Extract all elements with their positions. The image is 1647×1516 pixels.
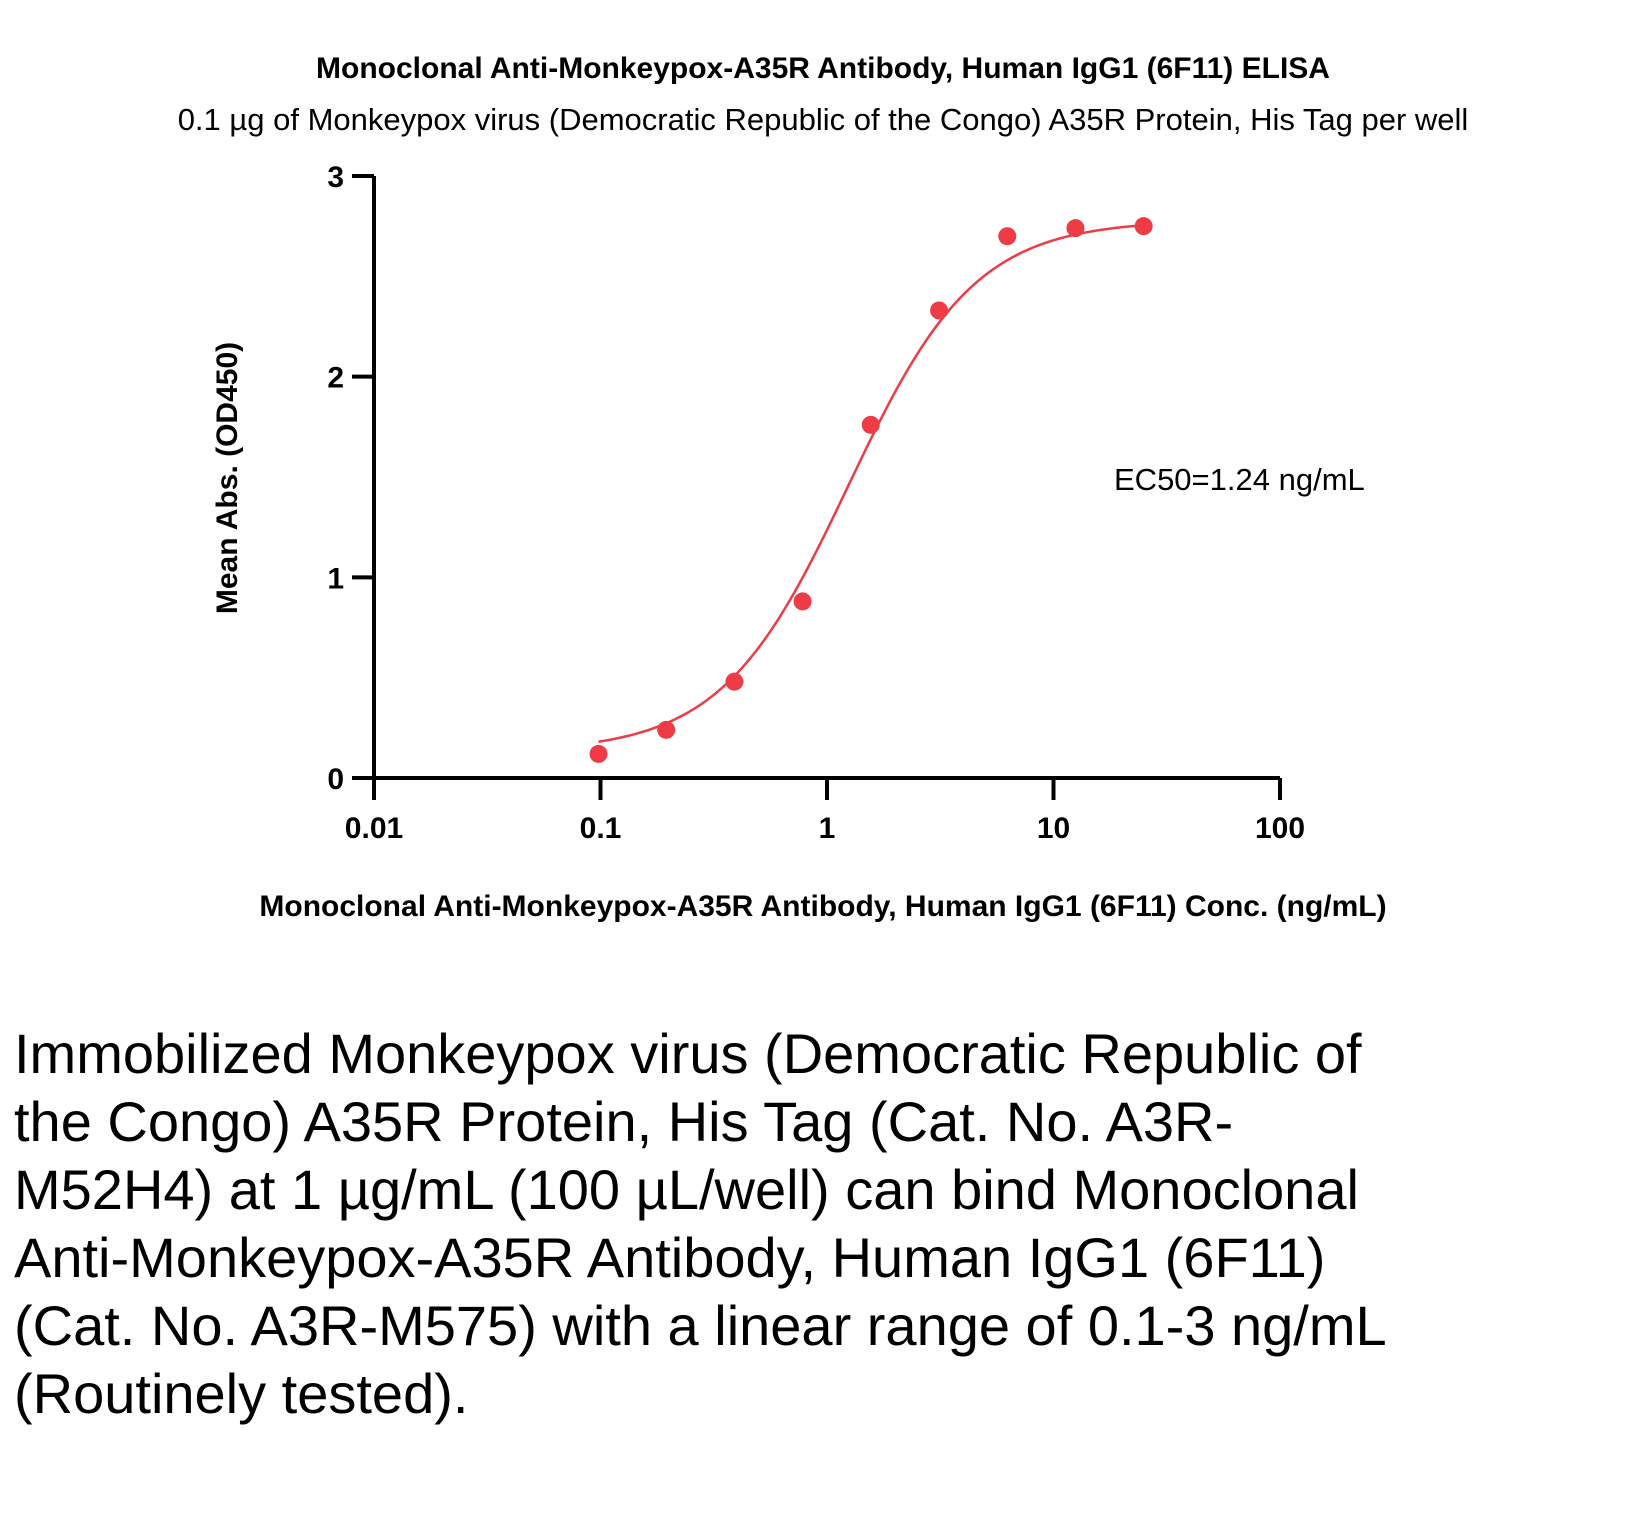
x-tick-label: 0.1	[580, 812, 622, 845]
y-axis-label: Mean Abs. (OD450)	[211, 342, 244, 614]
fit-curve	[598, 223, 1144, 743]
y-tick-label: 0	[327, 763, 344, 796]
chart-title: Monoclonal Anti-Monkeypox-A35R Antibody,…	[316, 52, 1330, 85]
x-tick-label: 10	[1037, 812, 1070, 845]
x-tick-label: 1	[819, 812, 836, 845]
data-point	[793, 592, 812, 611]
data-point	[1066, 219, 1085, 238]
fit-curve-layer	[598, 223, 1144, 743]
ec50-annotation: EC50=1.24 ng/mL	[1114, 462, 1365, 497]
chart-subtitle: 0.1 µg of Monkeypox virus (Democratic Re…	[178, 102, 1469, 137]
caption-text: Immobilized Monkeypox virus (Democratic …	[14, 1022, 1385, 1425]
data-point	[725, 672, 744, 691]
elisa-chart: Monoclonal Anti-Monkeypox-A35R Antibody,…	[178, 52, 1469, 923]
data-point	[1134, 217, 1153, 236]
data-point	[657, 720, 676, 739]
y-tick-label: 3	[327, 161, 344, 194]
x-axis-label: Monoclonal Anti-Monkeypox-A35R Antibody,…	[259, 890, 1386, 923]
tick-labels: 0 1 2 3 0.01 0.1 1 10 100	[327, 161, 1305, 845]
x-tick-label: 100	[1255, 812, 1305, 845]
data-point	[998, 227, 1017, 246]
data-point	[930, 301, 949, 320]
y-tick-label: 1	[327, 562, 344, 595]
y-tick-label: 2	[327, 362, 344, 395]
data-point	[861, 415, 880, 434]
x-tick-label: 0.01	[345, 812, 403, 845]
axes	[352, 174, 1282, 800]
data-point	[589, 744, 608, 763]
data-points	[589, 217, 1153, 763]
